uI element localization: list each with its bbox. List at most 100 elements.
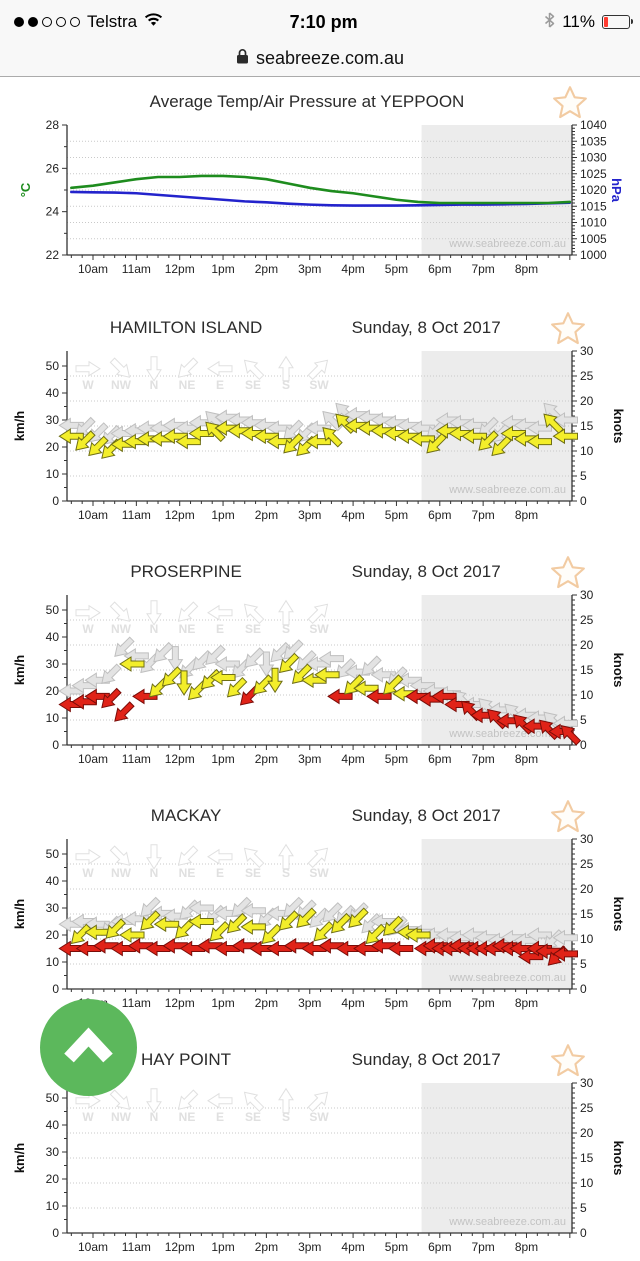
svg-text:10: 10 xyxy=(46,711,60,725)
svg-text:28: 28 xyxy=(46,119,60,132)
svg-text:30: 30 xyxy=(580,589,594,602)
svg-text:S: S xyxy=(282,1110,290,1124)
svg-text:NW: NW xyxy=(111,378,132,392)
svg-text:30: 30 xyxy=(46,413,60,427)
svg-text:10: 10 xyxy=(580,444,594,458)
svg-text:7pm: 7pm xyxy=(471,1240,494,1254)
chart-mackay: MACKAY Sunday, 8 Oct 2017 0 5 10 15 20 25 30 10… xyxy=(0,799,640,1017)
svg-text:6pm: 6pm xyxy=(428,262,451,276)
battery-percentage: 11% xyxy=(562,12,595,31)
svg-text:7pm: 7pm xyxy=(471,996,494,1010)
url-text: seabreeze.com.au xyxy=(255,48,405,68)
svg-text:2pm: 2pm xyxy=(255,508,278,522)
svg-text:NE: NE xyxy=(179,866,196,880)
chart-yeppoon: Average Temp/Air Pressure at YEPPOON 100… xyxy=(0,85,640,285)
svg-text:40: 40 xyxy=(46,630,60,644)
svg-text:10: 10 xyxy=(580,1176,594,1190)
svg-text:12pm: 12pm xyxy=(165,752,195,766)
svg-text:W: W xyxy=(82,1110,94,1124)
svg-text:2pm: 2pm xyxy=(255,996,278,1010)
svg-text:www.seabreeze.com.au: www.seabreeze.com.au xyxy=(448,238,566,250)
svg-text:hPa: hPa xyxy=(609,178,624,203)
svg-text:3pm: 3pm xyxy=(298,996,321,1010)
svg-text:7pm: 7pm xyxy=(471,752,494,766)
svg-text:SW: SW xyxy=(309,378,329,392)
svg-text:0: 0 xyxy=(52,982,59,996)
svg-text:5: 5 xyxy=(580,1201,587,1215)
favorite-star-icon[interactable] xyxy=(548,85,588,119)
svg-text:8pm: 8pm xyxy=(515,508,538,522)
chart-title: PROSERPINE xyxy=(130,562,242,581)
svg-text:1pm: 1pm xyxy=(211,752,234,766)
svg-text:1pm: 1pm xyxy=(211,508,234,522)
svg-text:2pm: 2pm xyxy=(255,1240,278,1254)
scroll-to-top-button[interactable] xyxy=(40,999,137,1096)
svg-text:E: E xyxy=(216,622,224,636)
svg-text:12pm: 12pm xyxy=(165,996,195,1010)
svg-text:20: 20 xyxy=(46,440,60,454)
svg-text:5pm: 5pm xyxy=(385,752,408,766)
svg-text:0: 0 xyxy=(52,738,59,752)
svg-text:SE: SE xyxy=(245,1110,261,1124)
svg-text:www.seabreeze.com.au: www.seabreeze.com.au xyxy=(448,1216,566,1228)
bluetooth-icon xyxy=(544,11,555,33)
svg-text:5: 5 xyxy=(580,469,587,483)
svg-text:12pm: 12pm xyxy=(165,508,195,522)
chart-date: Sunday, 8 Oct 2017 xyxy=(351,562,501,581)
svg-text:50: 50 xyxy=(46,847,60,861)
favorite-star-icon[interactable] xyxy=(546,311,586,345)
svg-text:2pm: 2pm xyxy=(255,262,278,276)
wifi-icon xyxy=(144,12,163,32)
favorite-star-icon[interactable] xyxy=(546,555,586,589)
svg-text:5pm: 5pm xyxy=(385,996,408,1010)
svg-text:NE: NE xyxy=(179,622,196,636)
address-bar[interactable]: seabreeze.com.au xyxy=(0,42,640,75)
favorite-star-icon[interactable] xyxy=(546,1043,586,1077)
svg-text:1040: 1040 xyxy=(580,119,607,132)
svg-text:knots: knots xyxy=(611,409,626,444)
svg-text:11am: 11am xyxy=(122,752,151,766)
svg-text:0: 0 xyxy=(580,1226,587,1240)
svg-text:E: E xyxy=(216,378,224,392)
svg-text:11am: 11am xyxy=(122,508,151,522)
svg-text:NW: NW xyxy=(111,1110,132,1124)
svg-text:SE: SE xyxy=(245,378,261,392)
favorite-star-icon[interactable] xyxy=(546,799,586,833)
svg-text:SE: SE xyxy=(245,622,261,636)
svg-text:25: 25 xyxy=(580,613,594,627)
svg-text:50: 50 xyxy=(46,359,60,373)
svg-text:10: 10 xyxy=(46,467,60,481)
svg-text:10am: 10am xyxy=(78,262,108,276)
svg-text:8pm: 8pm xyxy=(515,752,538,766)
svg-text:11am: 11am xyxy=(122,262,151,276)
svg-text:7pm: 7pm xyxy=(471,262,494,276)
svg-text:6pm: 6pm xyxy=(428,752,451,766)
svg-text:E: E xyxy=(216,866,224,880)
svg-text:1000: 1000 xyxy=(580,248,607,262)
svg-text:4pm: 4pm xyxy=(341,1240,364,1254)
clock: 7:10 pm xyxy=(289,11,358,32)
svg-text:8pm: 8pm xyxy=(515,262,538,276)
svg-text:1010: 1010 xyxy=(580,216,607,230)
svg-text:20: 20 xyxy=(46,928,60,942)
svg-text:20: 20 xyxy=(580,394,594,408)
chart-date: Sunday, 8 Oct 2017 xyxy=(351,806,501,825)
svg-text:5pm: 5pm xyxy=(385,508,408,522)
svg-text:W: W xyxy=(82,622,94,636)
svg-text:50: 50 xyxy=(46,603,60,617)
wind-plot: 0 5 10 15 20 25 30 10am 11am 12pm 1pm 2pm 3pm 4pm 5pm 6… xyxy=(12,345,626,522)
svg-text:1pm: 1pm xyxy=(211,262,234,276)
svg-text:0: 0 xyxy=(52,1226,59,1240)
svg-text:S: S xyxy=(282,622,290,636)
svg-text:SW: SW xyxy=(309,622,329,636)
chart-hamilton-island: HAMILTON ISLAND Sunday, 8 Oct 2017 0 5 10 1… xyxy=(0,311,640,529)
svg-text:15: 15 xyxy=(580,1151,594,1165)
svg-text:15: 15 xyxy=(580,663,594,677)
svg-text:0: 0 xyxy=(580,738,587,752)
svg-text:1005: 1005 xyxy=(580,232,607,246)
svg-text:www.seabreeze.com.au: www.seabreeze.com.au xyxy=(448,972,566,984)
svg-text:20: 20 xyxy=(580,1126,594,1140)
svg-text:5pm: 5pm xyxy=(385,1240,408,1254)
svg-text:26: 26 xyxy=(46,161,60,175)
svg-text:km/h: km/h xyxy=(12,899,27,929)
